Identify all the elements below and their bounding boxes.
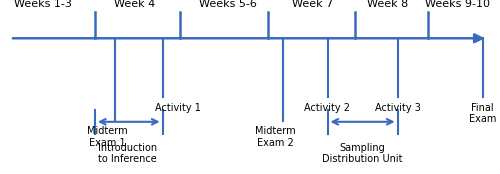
Text: Weeks 5-6: Weeks 5-6 <box>198 0 256 9</box>
Text: Activity 3: Activity 3 <box>374 103 420 113</box>
Text: Introduction
to Inference: Introduction to Inference <box>98 143 157 164</box>
Text: Week 7: Week 7 <box>292 0 333 9</box>
Text: Weeks 9-10: Weeks 9-10 <box>425 0 490 9</box>
Text: Week 8: Week 8 <box>367 0 408 9</box>
Text: Week 4: Week 4 <box>114 0 156 9</box>
Text: Activity 1: Activity 1 <box>154 103 200 113</box>
Text: Activity 2: Activity 2 <box>304 103 350 113</box>
Text: Weeks 1-3: Weeks 1-3 <box>14 0 72 9</box>
Text: Midterm
Exam 2: Midterm Exam 2 <box>254 126 296 148</box>
Text: Sampling
Distribution Unit: Sampling Distribution Unit <box>322 143 403 164</box>
Text: Final
Exam: Final Exam <box>469 103 496 124</box>
Text: Midterm
Exam 1: Midterm Exam 1 <box>87 126 128 148</box>
